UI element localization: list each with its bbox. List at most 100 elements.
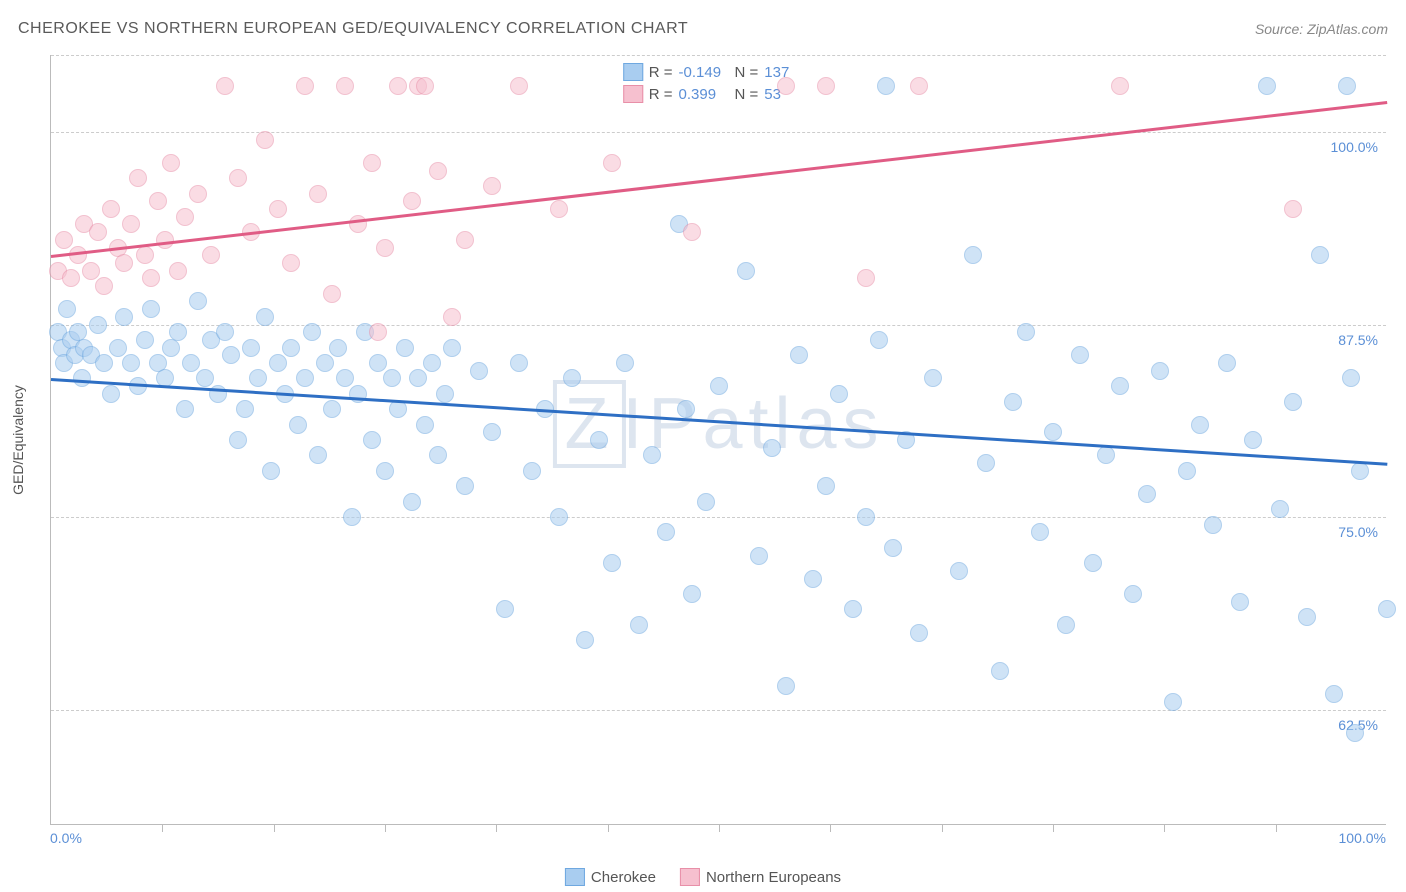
data-point: [790, 346, 808, 364]
data-point: [510, 77, 528, 95]
data-point: [1271, 500, 1289, 518]
x-min-label: 0.0%: [50, 830, 82, 846]
data-point: [550, 508, 568, 526]
legend-swatch: [565, 868, 585, 886]
data-point: [423, 354, 441, 372]
data-point: [162, 154, 180, 172]
data-point: [142, 300, 160, 318]
data-point: [1124, 585, 1142, 603]
data-point: [1084, 554, 1102, 572]
chart-title: CHEROKEE VS NORTHERN EUROPEAN GED/EQUIVA…: [18, 20, 688, 38]
gridline: [51, 55, 1386, 56]
data-point: [309, 185, 327, 203]
data-point: [389, 77, 407, 95]
data-point: [102, 200, 120, 218]
data-point: [1017, 323, 1035, 341]
data-point: [169, 262, 187, 280]
data-point: [1204, 516, 1222, 534]
data-point: [697, 493, 715, 511]
data-point: [1342, 369, 1360, 387]
data-point: [750, 547, 768, 565]
data-point: [910, 77, 928, 95]
x-axis-labels: 0.0% 100.0%: [50, 830, 1386, 846]
data-point: [336, 77, 354, 95]
data-point: [964, 246, 982, 264]
data-point: [603, 154, 621, 172]
legend-label: Northern Europeans: [706, 869, 841, 886]
data-point: [991, 662, 1009, 680]
data-point: [129, 169, 147, 187]
data-point: [1325, 685, 1343, 703]
data-point: [804, 570, 822, 588]
data-point: [616, 354, 634, 372]
data-point: [363, 431, 381, 449]
data-point: [1218, 354, 1236, 372]
data-point: [416, 416, 434, 434]
data-point: [196, 369, 214, 387]
data-point: [89, 223, 107, 241]
data-point: [73, 369, 91, 387]
data-point: [857, 508, 875, 526]
data-point: [763, 439, 781, 457]
data-point: [550, 200, 568, 218]
data-point: [249, 369, 267, 387]
data-point: [156, 231, 174, 249]
legend-item: Northern Europeans: [680, 868, 841, 886]
data-point: [1231, 593, 1249, 611]
data-point: [1284, 200, 1302, 218]
data-point: [1031, 523, 1049, 541]
data-point: [102, 385, 120, 403]
data-point: [336, 369, 354, 387]
data-point: [316, 354, 334, 372]
data-point: [1178, 462, 1196, 480]
data-point: [429, 162, 447, 180]
data-point: [737, 262, 755, 280]
data-point: [142, 269, 160, 287]
data-point: [269, 200, 287, 218]
data-point: [182, 354, 200, 372]
data-point: [910, 624, 928, 642]
data-point: [436, 385, 454, 403]
stat-label: R =: [649, 86, 673, 103]
data-point: [777, 77, 795, 95]
data-point: [443, 308, 461, 326]
stat-label: N =: [735, 86, 759, 103]
stat-label: N =: [735, 64, 759, 81]
data-point: [282, 254, 300, 272]
data-point: [115, 254, 133, 272]
data-point: [122, 354, 140, 372]
data-point: [1378, 600, 1396, 618]
data-point: [136, 331, 154, 349]
data-point: [162, 339, 180, 357]
data-point: [242, 339, 260, 357]
data-point: [176, 400, 194, 418]
data-point: [363, 154, 381, 172]
data-point: [229, 169, 247, 187]
data-point: [369, 354, 387, 372]
data-point: [830, 385, 848, 403]
data-point: [470, 362, 488, 380]
data-point: [1311, 246, 1329, 264]
data-point: [924, 369, 942, 387]
data-point: [323, 400, 341, 418]
data-point: [296, 77, 314, 95]
data-point: [483, 177, 501, 195]
data-point: [329, 339, 347, 357]
scatter-plot: ZIPatlas R =-0.149N =137R =0.399N =53 62…: [50, 55, 1386, 825]
data-point: [1138, 485, 1156, 503]
data-point: [1097, 446, 1115, 464]
data-point: [977, 454, 995, 472]
data-point: [323, 285, 341, 303]
data-point: [149, 192, 167, 210]
data-point: [1111, 77, 1129, 95]
stat-label: R =: [649, 64, 673, 81]
data-point: [817, 77, 835, 95]
data-point: [657, 523, 675, 541]
data-point: [1244, 431, 1262, 449]
gridline: 100.0%: [51, 132, 1386, 133]
chart-source: Source: ZipAtlas.com: [1255, 21, 1388, 37]
data-point: [416, 77, 434, 95]
data-point: [1191, 416, 1209, 434]
data-point: [282, 339, 300, 357]
data-point: [115, 308, 133, 326]
